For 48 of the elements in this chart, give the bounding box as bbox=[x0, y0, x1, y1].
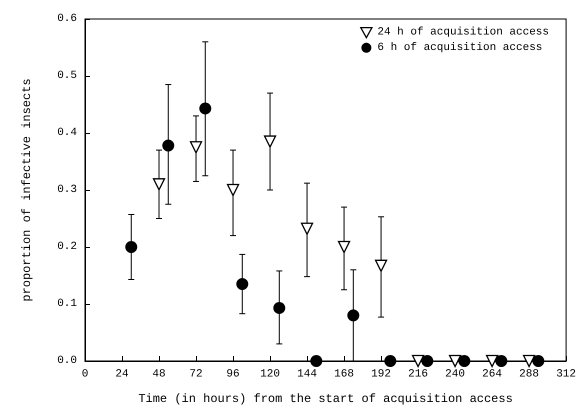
point bbox=[384, 355, 396, 367]
point bbox=[347, 309, 360, 322]
y-axis-title: proportion of infective insects bbox=[20, 78, 34, 302]
point bbox=[273, 302, 286, 314]
point bbox=[236, 278, 248, 290]
y-tick-label: 0.6 bbox=[57, 13, 77, 25]
point bbox=[338, 240, 350, 254]
point bbox=[300, 222, 314, 235]
point bbox=[458, 355, 470, 367]
point bbox=[162, 140, 174, 152]
y-tick-label: 0.0 bbox=[57, 355, 77, 367]
x-tick-label: 192 bbox=[371, 368, 391, 380]
x-tick-label: 120 bbox=[260, 368, 280, 380]
x-tick-label: 240 bbox=[445, 368, 465, 380]
x-tick-label: 312 bbox=[556, 368, 576, 380]
point bbox=[532, 355, 544, 367]
x-axis-title: Time (in hours) from the start of acquisition access bbox=[138, 392, 513, 406]
point bbox=[486, 354, 498, 368]
point bbox=[522, 354, 536, 368]
x-tick-label: 216 bbox=[408, 368, 428, 380]
x-tick-label: 0 bbox=[82, 368, 88, 380]
point bbox=[264, 135, 276, 148]
point bbox=[199, 102, 212, 114]
y-tick-label: 0.1 bbox=[57, 298, 78, 310]
y-tick-label: 0.2 bbox=[57, 241, 77, 253]
point bbox=[125, 241, 138, 253]
x-tick-label: 264 bbox=[482, 368, 502, 380]
x-tick-label: 288 bbox=[519, 368, 539, 380]
y-tick-label: 0.3 bbox=[57, 184, 77, 196]
point bbox=[448, 354, 462, 368]
point bbox=[310, 355, 322, 367]
y-tick-label: 0.5 bbox=[57, 70, 77, 82]
x-tick-label: 48 bbox=[152, 368, 166, 380]
x-tick-label: 144 bbox=[297, 368, 318, 380]
point bbox=[495, 355, 508, 367]
x-tick-label: 72 bbox=[189, 368, 203, 380]
point bbox=[374, 260, 388, 272]
legend-label: 6 h of acquisition access bbox=[377, 42, 542, 54]
x-tick-label: 96 bbox=[226, 368, 240, 380]
x-tick-label: 24 bbox=[115, 368, 130, 380]
point bbox=[190, 141, 202, 154]
x-tick-label: 168 bbox=[334, 368, 354, 380]
y-tick-label: 0.4 bbox=[57, 127, 78, 139]
point bbox=[226, 184, 240, 196]
point bbox=[412, 354, 424, 368]
point bbox=[152, 178, 166, 190]
legend-label: 24 h of acquisition access bbox=[377, 26, 550, 39]
point bbox=[421, 355, 434, 367]
